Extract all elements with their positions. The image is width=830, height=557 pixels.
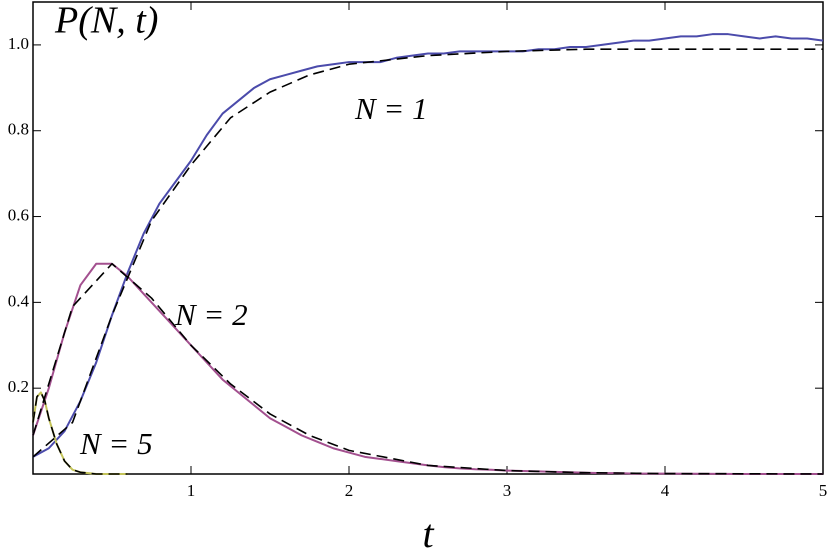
series-label: N = 5 bbox=[79, 426, 153, 461]
x-tick-label: 3 bbox=[503, 481, 512, 500]
y-tick-label: 0.8 bbox=[8, 120, 29, 139]
fit-line bbox=[32, 391, 128, 475]
y-tick-label: 0.2 bbox=[8, 377, 29, 396]
x-tick-label: 4 bbox=[661, 481, 670, 500]
x-tick-label: 2 bbox=[345, 481, 354, 500]
plot-frame bbox=[32, 1, 824, 475]
x-tick-label: 1 bbox=[187, 481, 196, 500]
y-tick-label: 0.6 bbox=[8, 205, 29, 224]
y-tick-label: 0.4 bbox=[8, 291, 30, 310]
chart-title: P(N, t) bbox=[54, 0, 158, 42]
x-tick-label: 5 bbox=[819, 481, 828, 500]
fit-line bbox=[32, 262, 824, 475]
series-label: N = 1 bbox=[354, 91, 428, 126]
series-label: N = 2 bbox=[174, 297, 248, 332]
x-axis-label: t bbox=[422, 511, 434, 556]
y-tick-label: 1.0 bbox=[8, 34, 29, 53]
data-line bbox=[32, 33, 824, 458]
fit-line bbox=[32, 48, 823, 458]
